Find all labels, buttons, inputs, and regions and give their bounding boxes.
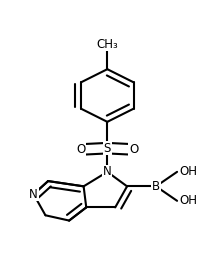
Text: O: O — [76, 143, 86, 156]
Text: N: N — [103, 165, 112, 178]
Text: B: B — [152, 180, 160, 193]
Text: OH: OH — [179, 194, 197, 207]
Text: N: N — [29, 188, 38, 201]
Text: S: S — [104, 142, 111, 155]
Text: OH: OH — [179, 165, 197, 178]
Text: CH₃: CH₃ — [96, 38, 118, 51]
Text: O: O — [129, 143, 138, 156]
